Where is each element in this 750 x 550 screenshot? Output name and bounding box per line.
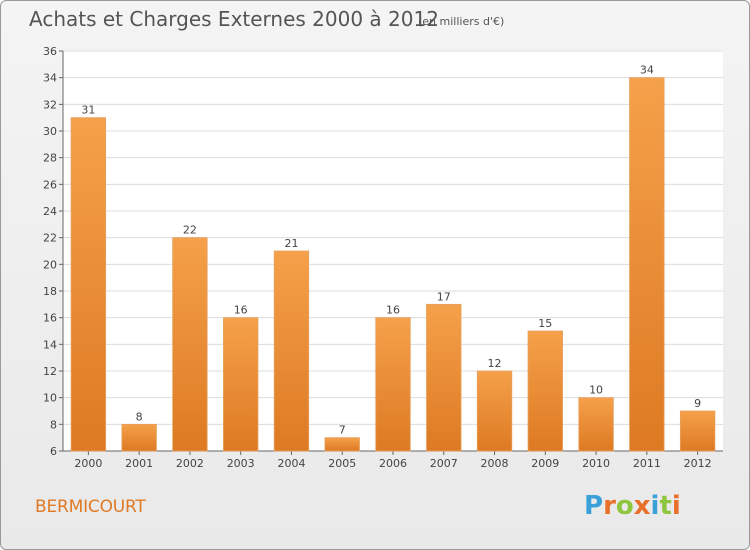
bar [426, 303, 462, 452]
bar [70, 117, 107, 452]
y-tick-label: 10 [43, 392, 57, 405]
chart-subtitle: (en milliers d'€) [418, 15, 505, 28]
proxiti-logo: Proxiti [584, 491, 681, 521]
logo-letter: r [603, 491, 616, 521]
bar-value-label: 12 [488, 357, 502, 370]
y-tick-label: 24 [43, 205, 57, 218]
y-tick-label: 8 [50, 418, 57, 431]
y-tick-label: 16 [43, 312, 57, 325]
bar-value-label: 17 [437, 290, 451, 303]
bar [172, 237, 208, 452]
bar-value-label: 16 [234, 304, 248, 317]
x-tick-label: 2000 [74, 457, 102, 470]
y-tick-label: 12 [43, 365, 57, 378]
y-tick-label: 14 [43, 338, 57, 351]
bar [578, 397, 614, 452]
y-tick-label: 18 [43, 285, 57, 298]
bar [121, 423, 157, 452]
y-tick-label: 22 [43, 232, 57, 245]
bar [375, 317, 411, 452]
x-tick-label: 2012 [684, 457, 712, 470]
bar-value-label: 22 [183, 224, 197, 237]
logo-letter: t [659, 491, 672, 521]
bar-value-label: 21 [284, 237, 298, 250]
bar-value-label: 34 [640, 64, 654, 77]
y-tick-label: 30 [43, 125, 57, 138]
logo-letter: o [615, 491, 634, 521]
logo-letter: P [584, 491, 604, 521]
chart-title: Achats et Charges Externes 2000 à 2012 [29, 7, 439, 31]
y-tick-label: 26 [43, 178, 57, 191]
x-tick-label: 2006 [379, 457, 407, 470]
bar-value-label: 10 [589, 384, 603, 397]
bar [629, 77, 665, 452]
bar-value-label: 31 [81, 104, 95, 117]
bar [679, 410, 716, 452]
x-tick-label: 2002 [176, 457, 204, 470]
logo-letter: i [671, 491, 681, 521]
bar [527, 330, 563, 452]
y-tick-label: 28 [43, 152, 57, 165]
x-tick-label: 2001 [125, 457, 153, 470]
commune-name: BERMICOURT [35, 497, 146, 517]
x-tick-label: 2010 [582, 457, 610, 470]
bar-value-label: 9 [694, 397, 701, 410]
bar [476, 370, 513, 452]
bar-value-label: 7 [339, 424, 346, 437]
y-tick-label: 20 [43, 258, 57, 271]
bar-value-label: 15 [538, 317, 552, 330]
x-tick-label: 2005 [328, 457, 356, 470]
bar-value-label: 8 [136, 410, 143, 423]
logo-letter: i [650, 491, 660, 521]
y-tick-label: 36 [43, 45, 57, 58]
logo-letter: x [633, 491, 651, 521]
x-tick-label: 2008 [481, 457, 509, 470]
y-tick-label: 32 [43, 98, 57, 111]
x-tick-label: 2009 [531, 457, 559, 470]
y-tick-label: 6 [50, 445, 57, 458]
bar [273, 250, 310, 452]
y-tick-label: 34 [43, 72, 57, 85]
x-tick-label: 2007 [430, 457, 458, 470]
x-tick-label: 2011 [633, 457, 661, 470]
bar [324, 437, 360, 452]
bar-value-label: 16 [386, 304, 400, 317]
x-tick-label: 2003 [227, 457, 255, 470]
x-tick-label: 2004 [277, 457, 305, 470]
bar [223, 317, 259, 452]
